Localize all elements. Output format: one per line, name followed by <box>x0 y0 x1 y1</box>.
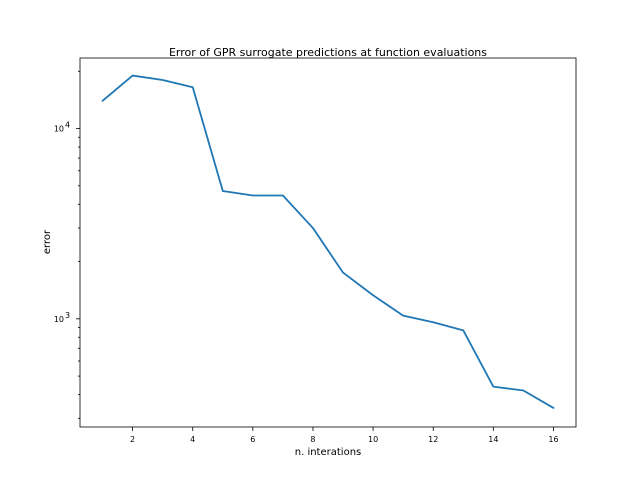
x-tick-label: 4 <box>190 435 195 444</box>
y-tick-label: 10 <box>54 125 64 134</box>
y-tick-label: 10 <box>54 315 64 324</box>
y-tick-exponent: 3 <box>65 311 70 320</box>
y-tick-exponent: 4 <box>65 121 70 130</box>
y-axis-label: error <box>42 229 53 254</box>
x-tick-label: 14 <box>488 435 498 444</box>
plot-area <box>79 57 577 428</box>
x-tick-label: 12 <box>428 435 438 444</box>
series-line-0 <box>101 74 555 409</box>
x-tick-label: 10 <box>368 435 378 444</box>
x-axis-label: n. interations <box>295 447 362 458</box>
x-tick-label: 2 <box>130 435 135 444</box>
axes-frame <box>79 57 577 428</box>
chart-title: Error of GPR surrogate predictions at fu… <box>169 46 487 59</box>
x-tick-label: 8 <box>310 435 315 444</box>
x-axis: 2 4 6 8 10 12 14 16 <box>130 427 559 444</box>
x-tick-label: 6 <box>250 435 255 444</box>
x-tick-label: 16 <box>548 435 558 444</box>
series-layer <box>101 74 555 409</box>
